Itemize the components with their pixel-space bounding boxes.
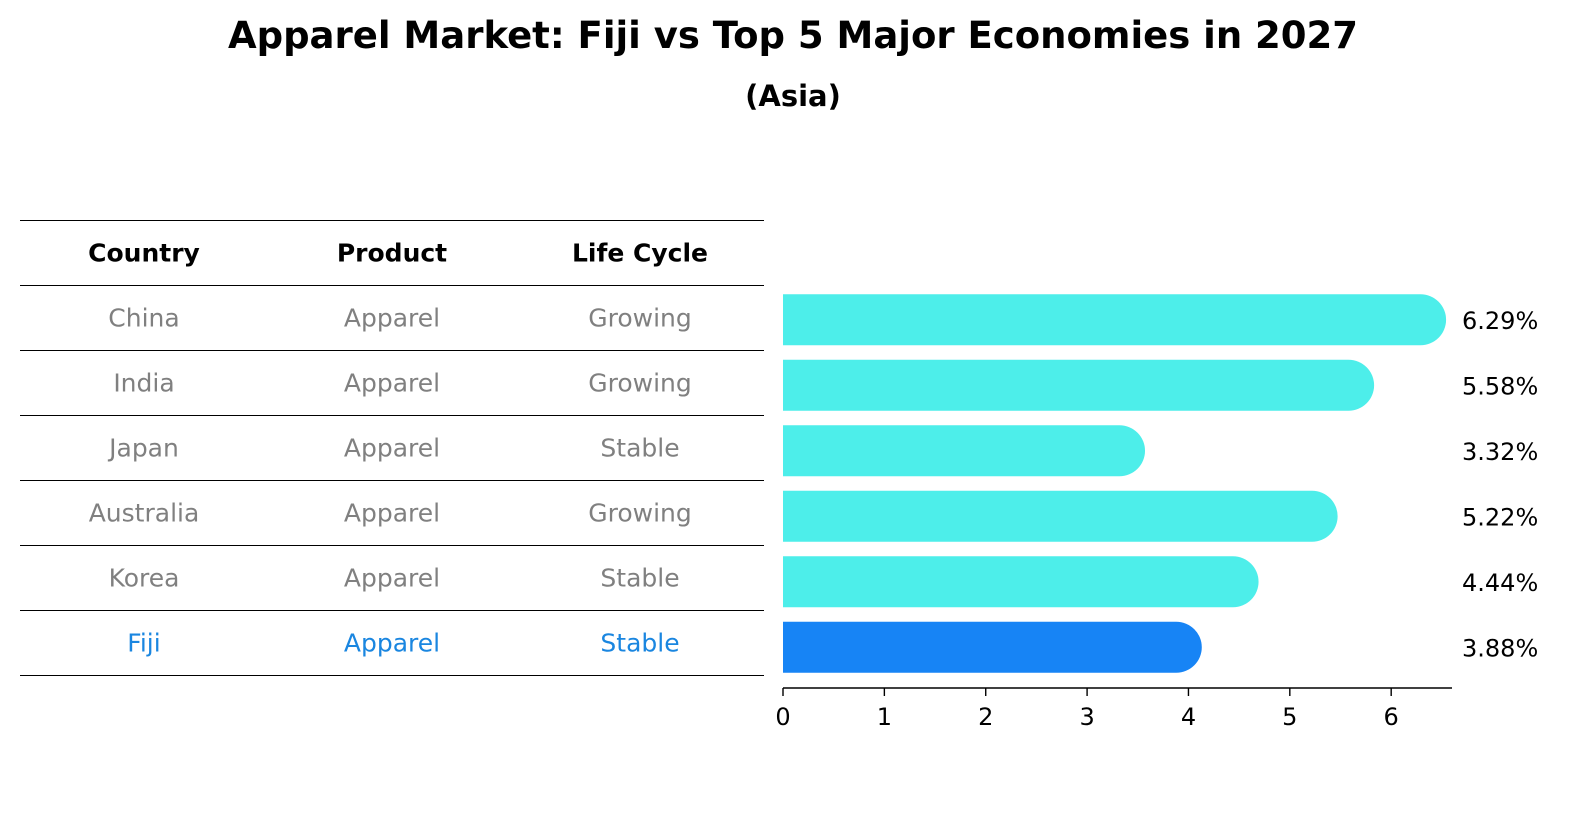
value-label: 3.88% (1462, 634, 1538, 662)
bar-australia (783, 490, 1338, 542)
x-tick-label: 0 (775, 703, 790, 731)
row-life-cycle: Growing (588, 368, 692, 398)
bar-fiji (783, 621, 1202, 673)
row-life-cycle: Stable (600, 563, 680, 593)
header-country: Country (88, 238, 200, 268)
table-row: Australia Apparel Growing (20, 480, 764, 545)
bar-india (783, 359, 1375, 411)
chart-subtitle: (Asia) (745, 79, 841, 113)
x-tick-label: 2 (978, 703, 993, 731)
bar-japan (783, 425, 1146, 477)
table-row: China Apparel Growing (20, 285, 764, 350)
row-product: Apparel (343, 433, 441, 463)
x-tick-label: 6 (1384, 703, 1399, 731)
row-life-cycle: Growing (588, 498, 692, 528)
bar-korea (783, 556, 1259, 608)
x-tick-label: 3 (1079, 703, 1094, 731)
table-header-row: Country Product Life Cycle (20, 220, 764, 285)
row-country: Japan (109, 433, 179, 463)
row-product: Apparel (343, 498, 441, 528)
row-product: Apparel (343, 303, 441, 333)
row-life-cycle: Stable (600, 433, 680, 463)
row-country: China (108, 303, 180, 333)
value-label: 5.22% (1462, 503, 1538, 531)
comparison-table: Country Product Life Cycle China Apparel… (20, 220, 764, 676)
x-tick-label: 1 (877, 703, 892, 731)
x-tick-label: 4 (1181, 703, 1196, 731)
row-product: Apparel (343, 628, 441, 658)
header-product: Product (336, 238, 448, 268)
value-label: 5.58% (1462, 372, 1538, 400)
row-country: Australia (88, 498, 200, 528)
table-row: Japan Apparel Stable (20, 415, 764, 480)
row-life-cycle: Stable (600, 628, 680, 658)
value-label: 6.29% (1462, 307, 1538, 335)
row-country: Fiji (127, 628, 161, 658)
row-country: Korea (108, 563, 180, 593)
row-life-cycle: Growing (588, 303, 692, 333)
bar-china (783, 294, 1447, 346)
table-row-highlight: Fiji Apparel Stable (20, 610, 764, 676)
chart-title: Apparel Market: Fiji vs Top 5 Major Econ… (227, 14, 1359, 57)
row-product: Apparel (343, 563, 441, 593)
row-product: Apparel (343, 368, 441, 398)
header-life-cycle: Life Cycle (571, 238, 709, 268)
x-tick-label: 5 (1282, 703, 1297, 731)
table-row: Korea Apparel Stable (20, 545, 764, 610)
row-country: India (113, 368, 175, 398)
value-label: 3.32% (1462, 438, 1538, 466)
value-label: 4.44% (1462, 569, 1538, 597)
table-row: India Apparel Growing (20, 350, 764, 415)
